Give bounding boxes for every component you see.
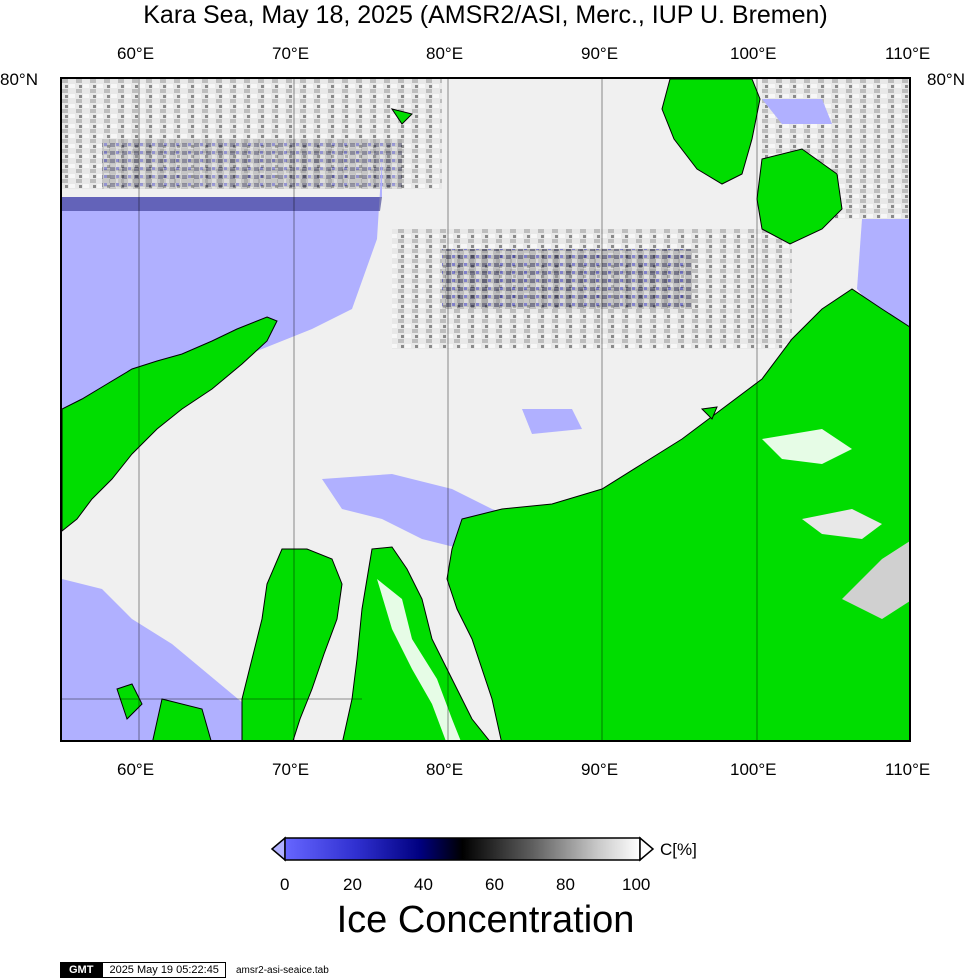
graticule: [62, 79, 758, 740]
lon-label-bottom-80: 80°E: [426, 760, 464, 779]
gmt-timestamp: GMT 2025 May 19 05:22:45 amsr2-asi-seaic…: [60, 962, 329, 978]
ice-dark-streaks-2: [102, 139, 402, 189]
land-severnaya-zemlya: [661, 79, 761, 185]
open-water-patch: [522, 409, 582, 434]
ice-taymyr-lake: [802, 509, 882, 539]
timestamp: 2025 May 19 05:22:45: [102, 962, 226, 978]
sea-ice-map: [60, 77, 911, 742]
colorbar-tick-0: 0: [280, 875, 290, 894]
colorbar-tick-20: 20: [343, 875, 362, 894]
land-taymyr: [446, 288, 909, 740]
gmt-logo: GMT: [60, 962, 103, 978]
land-novaya-zemlya: [62, 316, 278, 532]
land-island-1: [390, 108, 413, 125]
ice-dark-streaks: [442, 249, 692, 309]
land-yamal: [241, 548, 343, 740]
ice-shelf-east: [842, 541, 909, 619]
lat-label-right: 80°N: [927, 70, 965, 89]
map-title: Kara Sea, May 18, 2025 (AMSR2/ASI, Merc.…: [143, 1, 828, 29]
land-island-2: [700, 406, 718, 420]
colorbar: [270, 836, 655, 871]
lon-label-top-80: 80°E: [426, 44, 464, 63]
open-water-north-east: [762, 99, 832, 124]
lon-label-top-110: 110°E: [885, 44, 931, 63]
lon-label-top-70: 70°E: [272, 44, 310, 63]
colorbar-gradient: [284, 837, 641, 861]
lon-label-bottom-110: 110°E: [885, 760, 931, 779]
ice-khatanga: [762, 429, 852, 464]
land-island-4: [152, 698, 212, 740]
colorbar-right-triangle: [639, 836, 655, 862]
lon-label-top-100: 100°E: [730, 44, 777, 63]
colorbar-tick-60: 60: [485, 875, 504, 894]
lon-label-top-60: 60°E: [117, 44, 155, 63]
land-gydan-west: [342, 546, 490, 740]
land-island-3: [116, 683, 143, 720]
lon-label-bottom-90: 90°E: [581, 760, 619, 779]
lon-label-top-90: 90°E: [581, 44, 619, 63]
colorbar-tick-80: 80: [556, 875, 575, 894]
colorbar-tick-40: 40: [414, 875, 433, 894]
colorbar-tick-100: 100: [622, 875, 651, 894]
colorbar-title: Ice Concentration: [336, 899, 635, 941]
ice-yenisei-gulf: [377, 579, 461, 740]
open-water-south-west: [62, 579, 279, 740]
lon-label-bottom-70: 70°E: [272, 760, 310, 779]
ice-edge-dark: [62, 197, 382, 211]
lat-label-left: 80°N: [0, 70, 38, 89]
colorbar-left-triangle: [270, 836, 286, 862]
lon-label-bottom-100: 100°E: [730, 760, 777, 779]
source-filename: amsr2-asi-seaice.tab: [235, 964, 329, 976]
lon-label-bottom-60: 60°E: [117, 760, 155, 779]
land-bolshevik-island: [756, 148, 843, 245]
colorbar-unit: C[%]: [660, 840, 697, 859]
